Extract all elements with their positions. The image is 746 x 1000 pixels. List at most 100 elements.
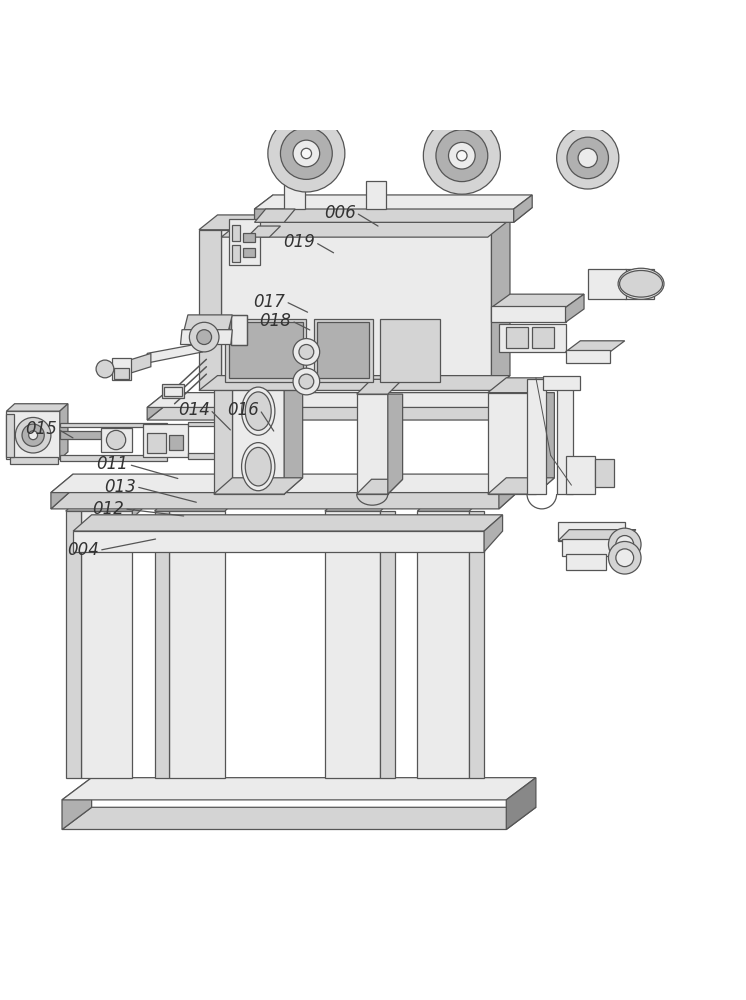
Text: 015: 015 [25,420,57,438]
Ellipse shape [245,392,272,430]
Polygon shape [357,479,403,494]
Bar [164,387,182,396]
Polygon shape [488,378,554,393]
Bar [231,315,247,345]
Bar [543,376,580,390]
Bar [366,181,386,209]
Polygon shape [199,215,510,230]
Circle shape [189,322,219,352]
Polygon shape [51,474,73,509]
Polygon shape [488,393,536,494]
Circle shape [423,117,501,194]
Bar [284,181,305,209]
Circle shape [301,148,312,159]
Polygon shape [147,405,514,420]
Polygon shape [51,474,521,493]
Text: 014: 014 [178,401,210,419]
Polygon shape [222,230,492,390]
Polygon shape [232,278,284,494]
Polygon shape [469,511,484,778]
Polygon shape [73,515,503,531]
Bar [558,522,624,541]
Polygon shape [565,294,584,322]
Polygon shape [418,511,469,778]
Circle shape [299,374,314,389]
Circle shape [557,127,619,189]
Bar [243,233,254,242]
Polygon shape [488,478,554,494]
Polygon shape [199,230,222,390]
Polygon shape [127,353,151,374]
Bar [228,219,260,265]
Bar [73,531,484,552]
Polygon shape [66,511,81,778]
Polygon shape [181,330,232,345]
Polygon shape [247,226,280,237]
Circle shape [436,130,488,182]
Circle shape [299,345,314,359]
Bar [232,225,239,241]
Circle shape [22,424,44,446]
Text: 017: 017 [254,293,285,311]
Text: 018: 018 [260,312,291,330]
Polygon shape [214,478,303,494]
Ellipse shape [242,443,275,491]
Circle shape [107,430,125,450]
Polygon shape [254,209,295,222]
Bar [532,327,554,348]
Text: 004: 004 [67,541,98,559]
Bar [60,431,101,439]
Bar [507,327,528,348]
Text: 011: 011 [96,455,128,473]
Polygon shape [558,530,636,541]
Polygon shape [495,393,514,420]
Polygon shape [484,515,503,552]
Polygon shape [492,215,510,390]
Polygon shape [51,489,521,509]
Polygon shape [325,496,395,511]
Polygon shape [325,511,380,778]
Ellipse shape [620,270,662,297]
Bar [188,453,277,459]
Polygon shape [214,262,303,278]
Bar [169,435,183,450]
Circle shape [567,137,609,179]
Circle shape [457,151,467,161]
Polygon shape [7,404,68,411]
Circle shape [609,541,641,574]
Bar [565,554,606,570]
Bar [357,394,388,494]
Bar [60,423,167,427]
Circle shape [578,148,598,168]
Polygon shape [418,496,484,511]
Circle shape [28,431,37,440]
Bar [243,248,254,257]
Polygon shape [214,278,232,494]
Polygon shape [184,315,232,330]
Text: 016: 016 [228,401,260,419]
Bar [492,306,565,322]
Polygon shape [388,394,403,494]
Ellipse shape [618,268,664,299]
Polygon shape [536,393,554,494]
Polygon shape [81,511,132,778]
Polygon shape [132,496,147,519]
Bar [7,411,60,459]
Bar [10,457,58,464]
Bar [565,350,610,363]
Bar [101,428,131,452]
Polygon shape [62,778,92,829]
Polygon shape [62,778,536,800]
Ellipse shape [245,447,272,486]
Circle shape [293,339,320,365]
Text: 019: 019 [283,233,315,251]
Circle shape [268,115,345,192]
Bar [557,379,573,494]
Text: 013: 013 [104,478,136,496]
Bar [225,319,307,382]
Circle shape [16,417,51,453]
Polygon shape [66,496,147,511]
Polygon shape [357,379,403,394]
Polygon shape [199,376,510,390]
Bar [595,459,614,487]
